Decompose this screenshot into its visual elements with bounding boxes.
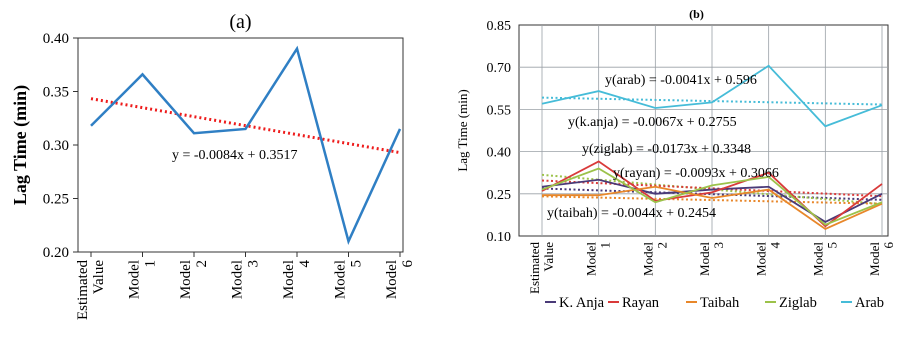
x-tick-label-part: Model: [333, 260, 349, 299]
y-tick-label-b: 0.70: [487, 61, 512, 76]
x-tick-label-a: Model5: [333, 260, 365, 299]
y-tick-label-a: 0.20: [43, 245, 69, 261]
x-tick-label-part: Model: [281, 260, 297, 299]
x-tick-label-part: 6: [400, 260, 416, 268]
y-tick-label-a: 0.35: [43, 85, 69, 101]
legend-label-b: Taibah: [700, 295, 740, 311]
y-tick-label-b: 0.25: [487, 188, 512, 203]
x-tick-label-b: Model1: [584, 242, 613, 276]
x-tick-label-part: 4: [768, 242, 783, 249]
x-tick-label-b: Model6: [867, 242, 896, 276]
chart-a-title: (a): [229, 11, 251, 33]
series-line-b: [541, 64, 883, 128]
y-tick-label-a: 0.25: [43, 192, 69, 208]
x-tick-label-a: Model4: [281, 260, 313, 300]
x-tick-label-part: 6: [881, 242, 896, 249]
y-tick-label-b: 0.55: [487, 103, 512, 118]
x-tick-label-a: Model3: [230, 260, 262, 299]
y-tick-label-b: 0.40: [487, 146, 512, 161]
trendline-b: [541, 179, 883, 198]
series-line-b: [541, 160, 883, 228]
x-tick-label-part: 4: [297, 260, 313, 268]
trendline-equation-b: y(k.anja) = -0.0067x + 0.2755: [568, 115, 737, 130]
x-tick-label-part: Estimated: [527, 242, 542, 294]
legend-label-b: K. Anja: [559, 295, 605, 311]
x-tick-label-part: Model: [178, 260, 194, 299]
trendline-a: [90, 97, 401, 155]
x-tick-label-part: 3: [246, 260, 262, 268]
legend-label-b: Rayan: [622, 295, 660, 311]
x-tick-label-part: 2: [194, 260, 210, 268]
x-tick-label-b: Model4: [754, 242, 783, 276]
x-tick-label-part: Model: [697, 242, 712, 276]
x-tick-label-part: Estimated: [75, 260, 91, 320]
series-line-b: [541, 178, 883, 223]
x-tick-label-part: Model: [754, 242, 769, 276]
x-tick-label-part: 1: [598, 242, 613, 249]
y-axis-label-a: Lag Time (min): [10, 85, 31, 205]
trendline-equation-b: y(ziglab) = -0.0173x + 0.3348: [582, 142, 751, 157]
y-tick-label-b: 0.10: [487, 230, 512, 245]
x-tick-label-part: Model: [867, 242, 882, 276]
x-tick-label-b: Model3: [697, 242, 726, 276]
x-tick-label-a: Model2: [178, 260, 210, 299]
x-tick-label-a: EstimatedValue: [75, 260, 107, 320]
x-tick-label-part: 1: [143, 260, 159, 268]
x-tick-label-b: Model5: [810, 242, 839, 276]
y-axis-label-b: Lag Time (min): [455, 89, 470, 171]
x-tick-label-b: EstimatedValue: [527, 242, 556, 294]
chart-b-title: (b): [689, 7, 704, 21]
trendline-equation-b: y(rayan) = -0.0093x + 0.3066: [613, 166, 779, 181]
y-tick-label-a: 0.30: [43, 138, 69, 154]
x-tick-label-a: Model1: [127, 260, 159, 299]
x-tick-label-part: Model: [127, 260, 143, 299]
trendline-b: [541, 173, 883, 206]
trendline-equation-a: y = -0.0084x + 0.3517: [172, 148, 297, 163]
chart-a: (a) 0.20 0.25 0.30 0.35 0.40 Lag Time (min) Est…: [10, 11, 416, 320]
trendline-equation-b: y(taibah) = -0.0044x + 0.2454: [547, 206, 716, 221]
legend-label-b: Ziglab: [779, 295, 817, 311]
x-tick-label-part: Value: [541, 242, 556, 272]
x-tick-label-b: Model2: [640, 242, 669, 276]
x-tick-label-part: Model: [384, 260, 400, 299]
legend-label-b: Arab: [855, 295, 884, 311]
x-tick-label-part: 5: [824, 242, 839, 249]
plot-area-a: [77, 37, 404, 253]
y-tick-label-b: 0.85: [487, 19, 512, 34]
x-tick-label-part: Model: [640, 242, 655, 276]
x-tick-label-part: Model: [810, 242, 825, 276]
x-tick-label-part: Model: [584, 242, 599, 276]
x-tick-label-part: 5: [349, 260, 365, 268]
x-tick-label-a: Model6: [384, 260, 416, 300]
x-tick-label-part: 2: [654, 242, 669, 249]
x-tick-label-part: 3: [711, 242, 726, 249]
y-tick-label-a: 0.40: [43, 31, 69, 47]
series-line-b: [542, 185, 883, 230]
chart-b: (b) 0.10 0.25 0.40 0.55 0.70 0.85 Lag Time (min…: [455, 7, 896, 311]
trendline-equation-b: y(arab) = -0.0041x + 0.596: [605, 73, 757, 88]
plot-area-b: [518, 24, 889, 237]
x-tick-label-part: Model: [230, 260, 246, 299]
x-tick-label-part: Value: [91, 260, 107, 294]
series-line-b: [541, 167, 883, 226]
